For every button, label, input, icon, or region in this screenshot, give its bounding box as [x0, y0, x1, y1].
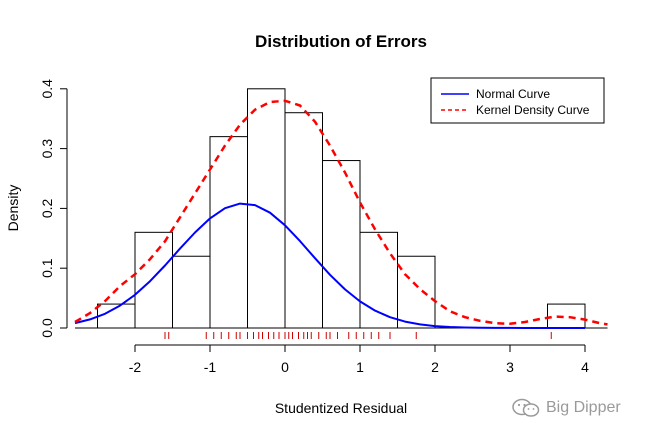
histogram-bar-7: [359, 231, 398, 329]
histogram-bar-4: [247, 88, 286, 329]
x-axis-label: Studentized Residual: [275, 400, 407, 416]
histogram-bar-1: [134, 231, 173, 329]
x-tick-label-4: 2: [431, 359, 439, 375]
histogram-bar-12: [547, 303, 586, 329]
chart-title: Distribution of Errors: [255, 32, 427, 51]
histogram-bar-5: [284, 112, 323, 329]
y-tick-label-1: 0.1: [39, 258, 55, 278]
x-tick-label-0: -2: [129, 359, 142, 375]
watermark: Big Dipper: [512, 396, 621, 420]
density-curves: [74, 99, 608, 329]
histogram-bar-8: [397, 255, 436, 329]
y-tick-label-4: 0.4: [39, 79, 55, 99]
x-tick-label-3: 1: [356, 359, 364, 375]
legend-entry-normal: Normal Curve: [476, 87, 550, 101]
legend-box: [430, 77, 605, 124]
legend-entry-kernel: Kernel Density Curve: [476, 103, 590, 117]
kernel-density-curve: [74, 99, 608, 326]
wechat-icon: [512, 398, 540, 417]
y-tick-label-3: 0.3: [39, 139, 55, 159]
x-tick-label-6: 4: [581, 359, 589, 375]
rug-marks: [164, 332, 552, 339]
normal-curve: [74, 202, 585, 329]
histogram-bar-6: [322, 160, 361, 329]
histogram-bar-2: [172, 255, 211, 329]
x-tick-label-5: 3: [506, 359, 514, 375]
x-tick-label-2: 0: [281, 359, 289, 375]
legend: Normal Curve Kernel Density Curve: [430, 77, 605, 124]
y-tick-label-0: 0.0: [39, 318, 55, 338]
x-tick-label-1: -1: [204, 359, 217, 375]
watermark-text: Big Dipper: [546, 399, 621, 416]
histogram-bar-3: [209, 136, 248, 329]
histogram-bars: [75, 88, 608, 329]
y-tick-label-2: 0.2: [39, 198, 55, 218]
y-axis-label: Density: [5, 185, 21, 232]
y-axis: 0.0 0.1 0.2 0.3 0.4: [39, 79, 68, 338]
x-axis: -2 -1 0 1 2 3 4: [129, 344, 589, 375]
